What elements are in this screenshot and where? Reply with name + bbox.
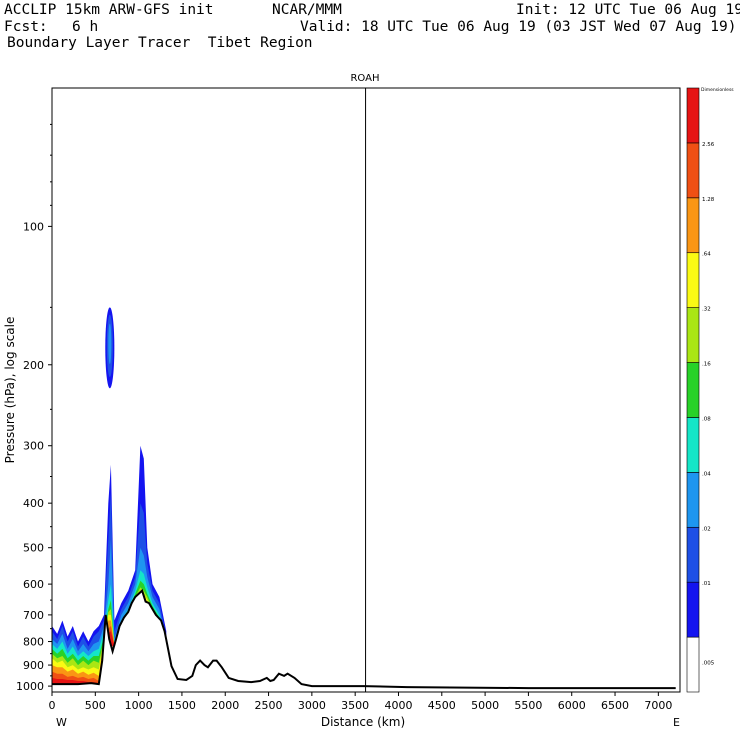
x-tick-label: 0 [49, 699, 56, 712]
x-tick-label: 6500 [601, 699, 629, 712]
x-tick-label: 5500 [514, 699, 542, 712]
field-title: Boundary Layer Tracer Tibet Region [7, 35, 313, 51]
x-axis: 0 500 1000 1500 2000 2500 3000 3500 4000 4500 5000… [49, 692, 672, 712]
x-tick-label: 1000 [125, 699, 153, 712]
colorbar: .005 .01 .02 .04 .08 .16 .32 .64 1.28 2.56 Dimensi… [686, 87, 734, 693]
init-time: Init: 12 UTC Tue 06 Aug 19 [516, 2, 740, 18]
y-axis: 100 200 300 400 500 600 700 800 900 1000 [16, 123, 52, 693]
x-tick-label: 2000 [211, 699, 239, 712]
colorbar-label: 1.28 [702, 197, 715, 203]
x-tick-label: 4000 [384, 699, 412, 712]
x-tick-label: 7000 [644, 699, 672, 712]
tracer-contour-level-9 [52, 592, 167, 685]
x-tick-label: 2500 [255, 699, 283, 712]
y-tick-label: 800 [23, 636, 44, 649]
colorbar-label: .04 [702, 471, 711, 477]
colorbar-label: .01 [702, 581, 711, 587]
chart-title: ROAH [350, 73, 379, 84]
colorbar-swatch [686, 197, 700, 254]
colorbar-label: .08 [702, 416, 711, 422]
y-tick-label: 200 [23, 359, 44, 372]
colorbar-label: .16 [702, 362, 711, 368]
x-tick-label: 3000 [298, 699, 326, 712]
x-tick-label: 4500 [428, 699, 456, 712]
colorbar-label: .64 [702, 252, 711, 258]
y-tick-label: 500 [23, 542, 44, 555]
colorbar-swatch [686, 362, 700, 418]
x-axis-label: Distance (km) [321, 715, 405, 729]
colorbar-title: Dimensionless [701, 87, 734, 93]
colorbar-swatch [686, 417, 700, 473]
colorbar-swatch [686, 581, 700, 638]
x-tick-label: 500 [85, 699, 106, 712]
valid-time: Valid: 18 UTC Tue 06 Aug 19 (03 JST Wed … [300, 19, 737, 35]
upper-plume-core [108, 323, 112, 365]
y-axis-label: Pressure (hPa), log scale [3, 317, 17, 464]
east-end-label: E [673, 716, 680, 729]
colorbar-label: .02 [702, 526, 711, 532]
fcst-label: Fcst: [4, 19, 48, 35]
y-tick-label: 1000 [16, 680, 44, 693]
y-tick-label: 900 [23, 659, 44, 672]
y-tick-label: 300 [23, 440, 44, 453]
x-tick-label: 5000 [471, 699, 499, 712]
colorbar-swatch [686, 87, 700, 144]
fcst-value: 6 h [72, 19, 99, 35]
x-tick-label: 3500 [341, 699, 369, 712]
colorbar-swatch [686, 472, 700, 528]
colorbar-swatch [686, 526, 700, 583]
colorbar-swatch [686, 636, 700, 693]
colorbar-label: 2.56 [702, 142, 715, 148]
y-tick-label: 700 [23, 609, 44, 622]
west-end-label: W [56, 716, 67, 729]
x-tick-label: 6000 [558, 699, 586, 712]
x-tick-label: 1500 [168, 699, 196, 712]
y-tick-label: 600 [23, 578, 44, 591]
colorbar-swatch [686, 142, 700, 199]
colorbar-swatch [686, 252, 700, 308]
terrain-line [52, 588, 676, 690]
y-tick-label: 100 [23, 220, 44, 233]
terrain-layer [52, 588, 680, 692]
plot-frame [51, 87, 681, 693]
model-title: ACCLIP 15km ARW-GFS init [4, 2, 214, 18]
org-label: NCAR/MMM [272, 2, 342, 18]
colorbar-swatch [686, 307, 700, 363]
colorbar-label: .32 [702, 307, 711, 313]
y-tick-label: 400 [23, 497, 44, 510]
colorbar-label: .005 [702, 661, 715, 667]
